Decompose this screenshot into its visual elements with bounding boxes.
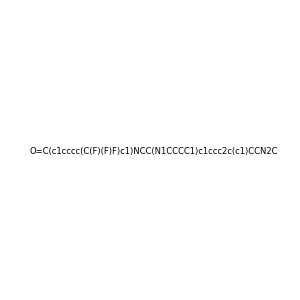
Text: O=C(c1cccc(C(F)(F)F)c1)NCC(N1CCCC1)c1ccc2c(c1)CCN2C: O=C(c1cccc(C(F)(F)F)c1)NCC(N1CCCC1)c1ccc… [29,147,278,156]
